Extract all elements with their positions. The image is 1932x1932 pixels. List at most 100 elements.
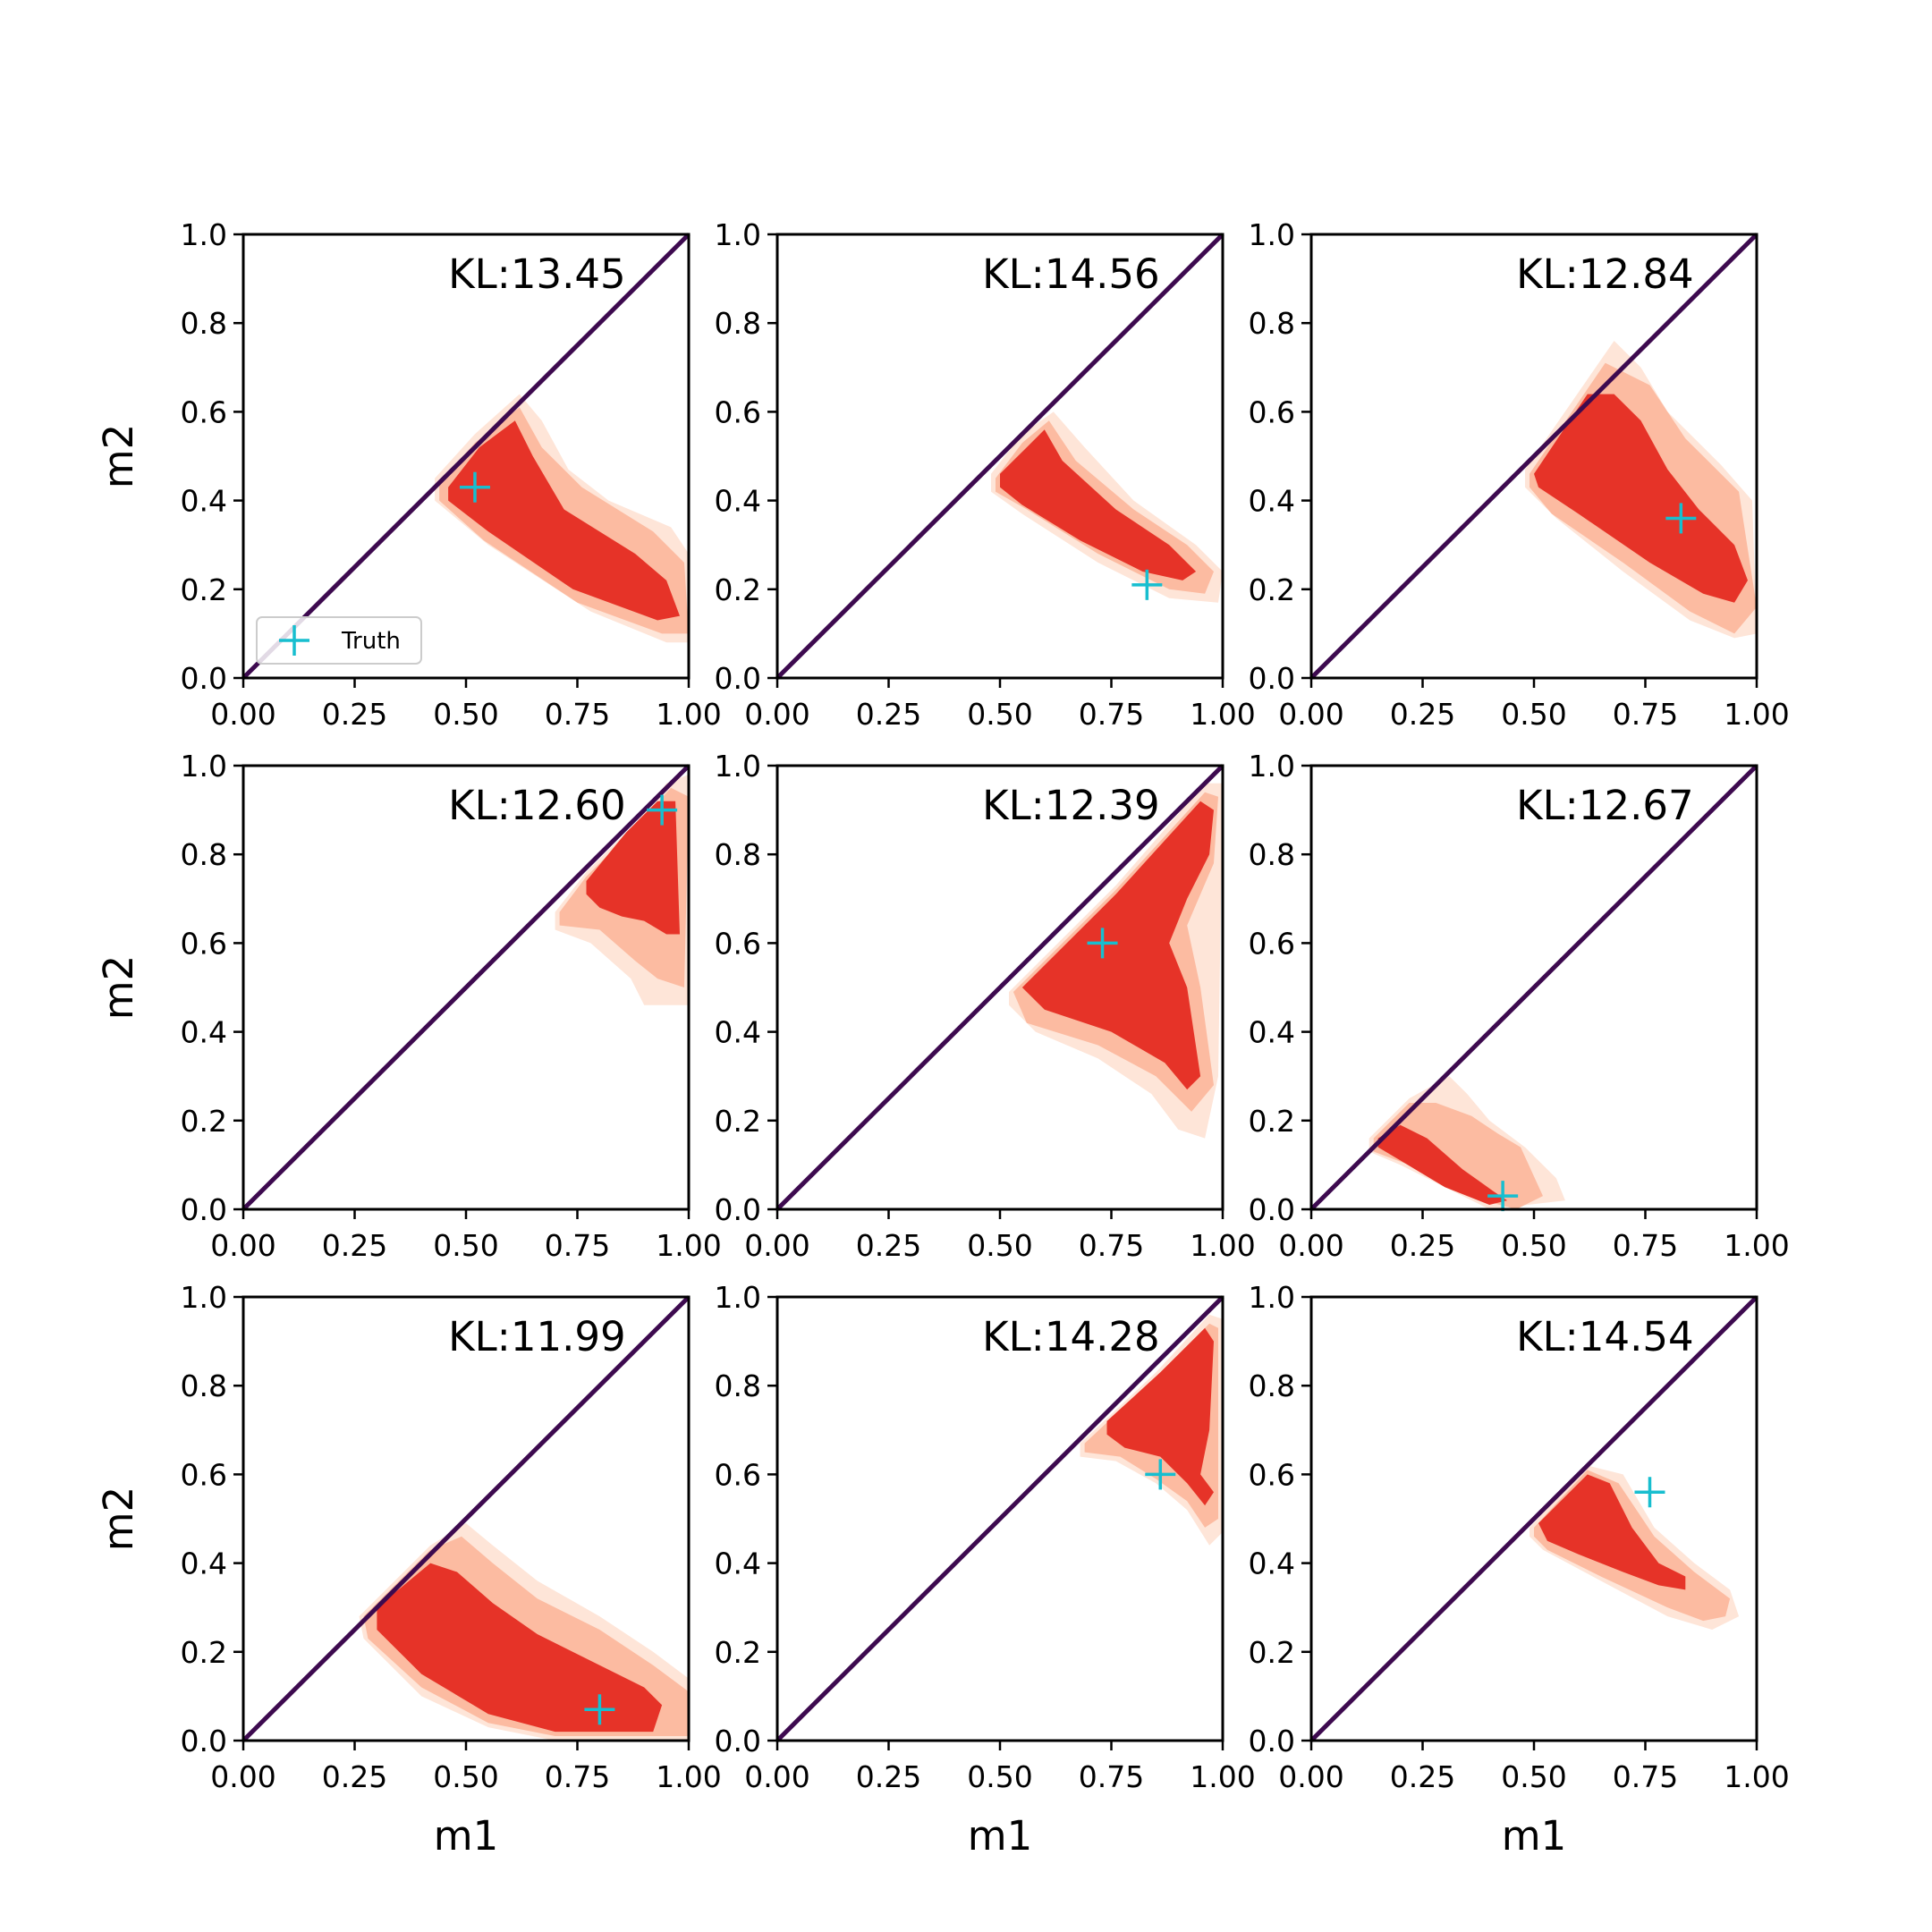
x-tick-label: 0.75 [545, 697, 610, 732]
contour-region-inner [1534, 394, 1748, 603]
x-tick-label: 0.25 [856, 1228, 921, 1263]
y-tick-label: 0.2 [181, 572, 227, 607]
y-tick-label: 0.4 [1249, 1546, 1295, 1581]
y-tick-label: 0.4 [1249, 1015, 1295, 1050]
x-tick-label: 0.25 [322, 1759, 387, 1794]
x-tick-label: 0.75 [545, 1228, 610, 1263]
diagonal-line [242, 233, 691, 680]
y-tick-label: 0.8 [715, 837, 761, 872]
subplot-4: 0.00 0.25 0.50 0.75 1.00 0.0 0.2 0.4 0.6 0.8 1.0 KL… [95, 749, 722, 1263]
contour-region-inner [586, 801, 680, 935]
x-tick-label: 0.00 [1278, 697, 1343, 732]
subplot-8: 0.00 0.25 0.50 0.75 1.00 0.0 0.2 0.4 0.6 0.8 1.0 KL… [715, 1280, 1256, 1860]
diagonal-line [775, 764, 1224, 1211]
x-axis-label: m1 [968, 1812, 1032, 1860]
x-tick-label: 0.00 [210, 1759, 275, 1794]
y-tick-label: 0.0 [715, 1192, 761, 1227]
diagonal-line [242, 1295, 691, 1742]
y-axis-label: m2 [95, 1487, 142, 1551]
y-tick-label: 0.2 [1249, 1635, 1295, 1670]
x-tick-label: 0.00 [210, 697, 275, 732]
y-tick-label: 0.2 [715, 1104, 761, 1139]
y-tick-label: 0.8 [715, 306, 761, 341]
y-tick-label: 1.0 [181, 1280, 227, 1315]
y-tick-label: 0.6 [715, 1457, 761, 1492]
y-tick-label: 0.8 [1249, 837, 1295, 872]
y-tick-label: 0.6 [181, 926, 227, 961]
y-tick-label: 1.0 [181, 217, 227, 252]
y-tick-label: 0.4 [1249, 484, 1295, 519]
y-tick-label: 0.0 [715, 1724, 761, 1758]
x-tick-label: 0.50 [1501, 1759, 1566, 1794]
y-tick-label: 1.0 [715, 749, 761, 784]
y-tick-label: 0.0 [1249, 1192, 1295, 1227]
x-tick-label: 0.50 [967, 1228, 1032, 1263]
y-tick-label: 0.6 [181, 394, 227, 429]
x-tick-label: 0.50 [433, 697, 498, 732]
x-tick-label: 0.50 [967, 697, 1032, 732]
x-tick-label: 0.50 [967, 1759, 1032, 1794]
contour-region-inner [1021, 801, 1214, 1090]
x-tick-label: 0.00 [744, 1228, 809, 1263]
y-axis-label: m2 [95, 955, 142, 1020]
subplot-3: 0.00 0.25 0.50 0.75 1.00 0.0 0.2 0.4 0.6 0.8 1.0 KL… [1249, 217, 1790, 732]
x-axis-label: m1 [1502, 1812, 1566, 1860]
y-tick-label: 0.8 [181, 837, 227, 872]
y-tick-label: 0.4 [181, 1546, 227, 1581]
contour-region-mid [1373, 1103, 1543, 1209]
x-tick-label: 1.00 [1724, 697, 1789, 732]
x-tick-label: 0.50 [433, 1228, 498, 1263]
x-tick-label: 1.00 [656, 697, 721, 732]
x-tick-label: 0.75 [1079, 1759, 1144, 1794]
y-tick-label: 0.0 [181, 661, 227, 696]
legend: Truth [256, 616, 422, 665]
x-tick-label: 0.25 [856, 1759, 921, 1794]
legend-box [256, 616, 422, 665]
contour-region-inner [1000, 429, 1197, 580]
subplot-6: 0.00 0.25 0.50 0.75 1.00 0.0 0.2 0.4 0.6 0.8 1.0 KL… [1249, 749, 1790, 1263]
subplot-9: 0.00 0.25 0.50 0.75 1.00 0.0 0.2 0.4 0.6 0.8 1.0 KL… [1249, 1280, 1790, 1860]
subplot-2: 0.00 0.25 0.50 0.75 1.00 0.0 0.2 0.4 0.6 0.8 1.0 KL… [715, 217, 1256, 732]
y-tick-label: 0.8 [1249, 306, 1295, 341]
y-tick-label: 0.8 [715, 1368, 761, 1403]
x-tick-label: 0.25 [1390, 697, 1455, 732]
kl-annotation: KL:14.56 [982, 250, 1160, 298]
truth-marker [1145, 1459, 1176, 1490]
x-tick-label: 1.00 [1724, 1759, 1789, 1794]
y-tick-label: 0.2 [715, 572, 761, 607]
x-tick-label: 1.00 [656, 1759, 721, 1794]
truth-marker [584, 1694, 615, 1725]
y-tick-label: 0.8 [181, 306, 227, 341]
y-tick-label: 0.2 [181, 1635, 227, 1670]
y-tick-label: 0.0 [715, 661, 761, 696]
kl-annotation: KL:11.99 [448, 1313, 626, 1360]
truth-marker [459, 471, 490, 503]
x-tick-label: 0.75 [1079, 1228, 1144, 1263]
y-tick-label: 1.0 [715, 1280, 761, 1315]
x-tick-label: 0.75 [1079, 697, 1144, 732]
x-tick-label: 0.75 [1613, 697, 1678, 732]
y-tick-label: 0.2 [181, 1104, 227, 1139]
y-tick-label: 0.4 [181, 1015, 227, 1050]
x-tick-label: 1.00 [1724, 1228, 1789, 1263]
x-tick-label: 0.25 [856, 697, 921, 732]
contour-region-inner [1538, 1474, 1686, 1590]
contour-region-inner [377, 1563, 663, 1733]
x-tick-label: 0.50 [1501, 1228, 1566, 1263]
y-tick-label: 0.4 [715, 1546, 761, 1581]
y-tick-label: 0.6 [1249, 394, 1295, 429]
truth-marker [1087, 928, 1118, 959]
contour-region-inner [448, 420, 680, 621]
y-tick-label: 1.0 [1249, 217, 1295, 252]
kl-annotation: KL:14.54 [1516, 1313, 1694, 1360]
y-tick-label: 0.4 [715, 484, 761, 519]
x-tick-label: 0.25 [322, 697, 387, 732]
contour-region-inner [1377, 1124, 1508, 1205]
y-tick-label: 0.2 [715, 1635, 761, 1670]
x-tick-label: 0.25 [1390, 1228, 1455, 1263]
truth-marker [1487, 1181, 1519, 1212]
x-tick-label: 0.00 [744, 697, 809, 732]
x-tick-label: 1.00 [1190, 1759, 1255, 1794]
x-tick-label: 0.00 [744, 1759, 809, 1794]
x-axis-label: m1 [434, 1812, 498, 1860]
